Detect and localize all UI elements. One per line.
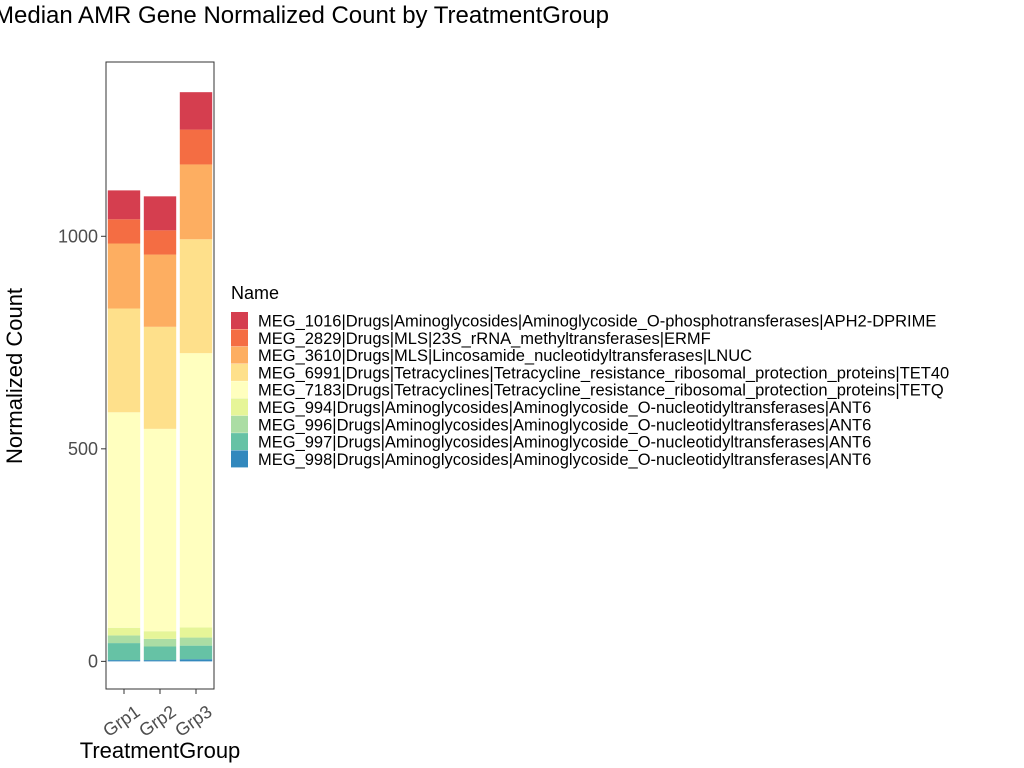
legend-label: MEG_997|Drugs|Aminoglycosides|Aminoglyco… <box>258 434 871 452</box>
bar-segment-grp1-3 <box>107 627 141 636</box>
bar-segment-grp3-6 <box>179 164 213 240</box>
legend-key <box>231 346 248 364</box>
legend-key <box>231 329 248 347</box>
legend: Name MEG_1016|Drugs|Aminoglycosides|Amin… <box>231 283 949 469</box>
x-axis-title: TreatmentGroup <box>80 738 241 763</box>
bar-segment-grp2-1 <box>143 646 177 661</box>
legend-label: MEG_7183|Drugs|Tetracyclines|Tetracyclin… <box>258 382 944 400</box>
bar-segment-grp3-2 <box>179 637 213 646</box>
legend-key <box>231 450 248 468</box>
bar-segment-grp1-0 <box>107 660 141 662</box>
bar-segment-grp2-5 <box>143 326 177 429</box>
legend-key <box>231 415 248 433</box>
legend-label: MEG_1016|Drugs|Aminoglycosides|Aminoglyc… <box>258 313 936 331</box>
x-tick-label-grp2: Grp2 <box>135 701 179 740</box>
bar-segment-grp1-1 <box>107 643 141 661</box>
x-tick-label-grp1: Grp1 <box>99 701 143 740</box>
legend-label: MEG_6991|Drugs|Tetracyclines|Tetracyclin… <box>258 364 949 382</box>
legend-label: MEG_2829|Drugs|MLS|23S_rRNA_methyltransf… <box>258 330 711 348</box>
bar-segment-grp2-8 <box>143 196 177 231</box>
y-tick-label: 1000 <box>58 226 98 246</box>
bar-segment-grp3-4 <box>179 353 213 628</box>
y-axis: 0 500 1000 <box>58 226 106 671</box>
y-tick-label: 0 <box>88 651 98 671</box>
x-tick-label-grp3: Grp3 <box>171 701 215 740</box>
bar-segment-grp1-2 <box>107 635 141 644</box>
bar-segment-grp3-7 <box>179 129 213 165</box>
legend-key <box>231 381 248 399</box>
legend-label: MEG_994|Drugs|Aminoglycosides|Aminoglyco… <box>258 399 871 417</box>
bar-segment-grp3-8 <box>179 92 213 130</box>
legend-label: MEG_998|Drugs|Aminoglycosides|Aminoglyco… <box>258 451 871 469</box>
legend-label: MEG_996|Drugs|Aminoglycosides|Aminoglyco… <box>258 416 871 434</box>
bar-segment-grp1-6 <box>107 243 141 309</box>
bar-segment-grp2-4 <box>143 428 177 632</box>
bar-segment-grp3-1 <box>179 645 213 660</box>
bar-segment-grp2-7 <box>143 230 177 255</box>
bar-segment-grp1-8 <box>107 190 141 220</box>
bar-segment-grp2-3 <box>143 631 177 639</box>
bar-segment-grp2-0 <box>143 660 177 662</box>
bar-segment-grp1-4 <box>107 412 141 628</box>
bar-segment-grp1-5 <box>107 308 141 413</box>
bar-segment-grp3-0 <box>179 659 213 662</box>
bar-segment-grp3-3 <box>179 627 213 638</box>
bars-layer <box>107 92 213 662</box>
y-axis-title: Normalized Count <box>2 288 27 464</box>
legend-key <box>231 433 248 451</box>
legend-label: MEG_3610|Drugs|MLS|Lincosamide_nucleotid… <box>258 347 752 365</box>
bar-segment-grp2-2 <box>143 638 177 647</box>
bar-segment-grp3-5 <box>179 239 213 354</box>
y-tick-label: 500 <box>68 439 98 459</box>
bar-segment-grp1-7 <box>107 219 141 244</box>
legend-title: Name <box>231 283 279 303</box>
chart-title: Median AMR Gene Normalized Count by Trea… <box>0 2 609 29</box>
legend-key <box>231 363 248 381</box>
legend-items: MEG_1016|Drugs|Aminoglycosides|Aminoglyc… <box>231 312 949 469</box>
legend-key <box>231 398 248 416</box>
legend-key <box>231 312 248 329</box>
bar-segment-grp2-6 <box>143 254 177 327</box>
